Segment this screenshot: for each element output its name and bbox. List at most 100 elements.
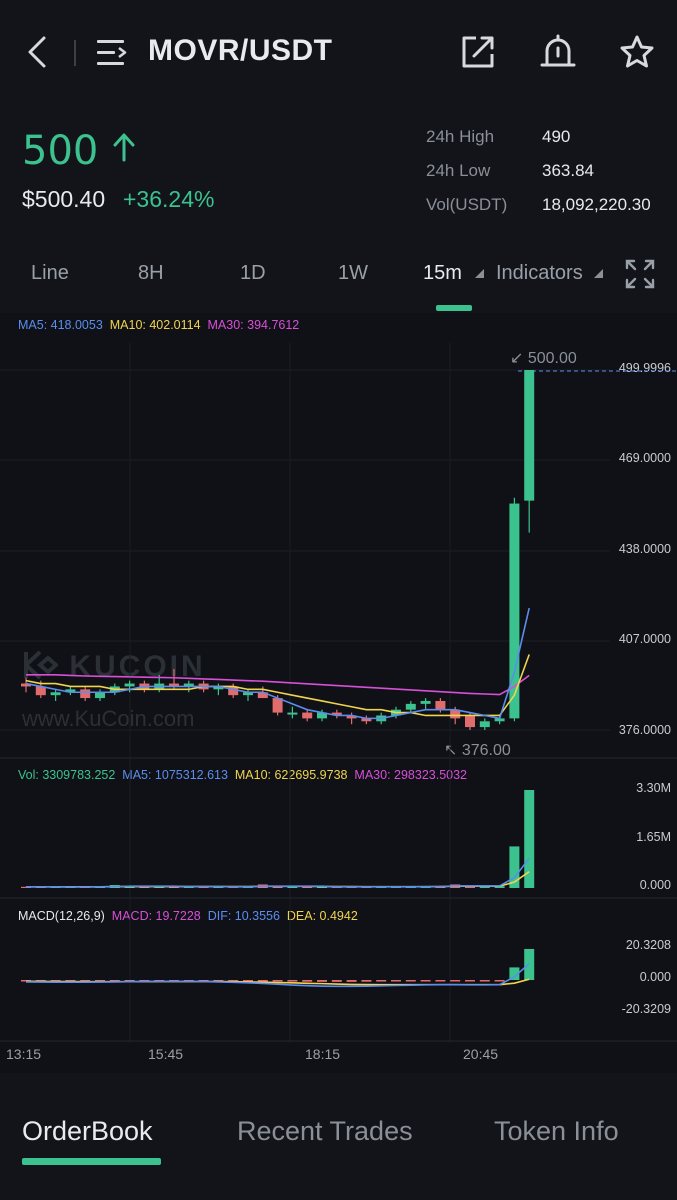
candlestick-chart[interactable] bbox=[0, 313, 677, 1073]
kucoin-logo-icon bbox=[24, 650, 60, 680]
expand-icon bbox=[625, 259, 655, 289]
macd-bar bbox=[302, 980, 313, 982]
pair-title[interactable]: MOVR/USDT bbox=[148, 34, 333, 67]
macd-axis-label: 0.000 bbox=[639, 970, 671, 984]
volume-bar bbox=[479, 886, 490, 888]
tab-1w[interactable]: 1W bbox=[338, 262, 368, 284]
price-alert-button[interactable] bbox=[539, 34, 577, 70]
macd-bar bbox=[80, 980, 91, 982]
macd-bar bbox=[65, 980, 76, 982]
volume-bar bbox=[213, 886, 224, 888]
macd-bar bbox=[124, 980, 135, 982]
candle-body bbox=[169, 683, 179, 687]
macd-value: MACD: 19.7228 bbox=[111, 909, 201, 923]
vol-label: Vol(USDT) bbox=[426, 195, 508, 214]
price-axis-label: 469.0000 bbox=[618, 451, 671, 465]
tab-line[interactable]: Line bbox=[31, 262, 69, 284]
alarm-icon bbox=[540, 34, 576, 67]
macd-bar bbox=[331, 980, 342, 982]
vol-axis-label: 0.000 bbox=[639, 878, 671, 892]
candle-body bbox=[494, 718, 505, 722]
macd-bar bbox=[228, 980, 239, 982]
candle-body bbox=[524, 370, 535, 501]
candle-body bbox=[450, 709, 461, 719]
macd-bar bbox=[465, 980, 475, 982]
max-price-value: 500.00 bbox=[527, 350, 577, 367]
usd-price: $500.40 bbox=[22, 186, 106, 212]
candle-body bbox=[331, 712, 342, 716]
macd-bar bbox=[109, 980, 120, 982]
candle-body bbox=[509, 503, 520, 719]
high-value: 490 bbox=[542, 127, 571, 146]
share-button[interactable] bbox=[460, 34, 496, 70]
menu-list-icon bbox=[97, 40, 127, 65]
candle-body bbox=[183, 683, 194, 687]
dropdown-triangle-icon bbox=[475, 269, 485, 278]
volume-bar bbox=[524, 790, 535, 888]
vol-ma30-legend: MA30: 298323.5032 bbox=[354, 768, 468, 782]
max-price-marker: ↙ 500.00 bbox=[510, 348, 577, 368]
macd-bar bbox=[450, 980, 461, 982]
vol-axis-label: 1.65M bbox=[636, 830, 671, 844]
tab-1d[interactable]: 1D bbox=[240, 262, 266, 284]
macd-bar bbox=[50, 980, 61, 982]
macd-bar bbox=[198, 980, 209, 982]
pair-menu-button[interactable] bbox=[94, 34, 130, 70]
macd-legend: MACD(12,26,9) MACD: 19.7228 DIF: 10.3556… bbox=[18, 909, 358, 923]
high-label: 24h High bbox=[426, 127, 495, 146]
tab-token-info[interactable]: Token Info bbox=[494, 1116, 619, 1146]
time-axis-label: 18:15 bbox=[305, 1046, 341, 1062]
price-change: +36.24% bbox=[123, 186, 215, 212]
candle-body bbox=[95, 692, 105, 699]
candle-body bbox=[65, 689, 76, 693]
candle-body bbox=[405, 703, 416, 710]
dea-value: DEA: 0.4942 bbox=[286, 909, 358, 923]
candle-body bbox=[272, 698, 283, 713]
tab-orderbook[interactable]: OrderBook bbox=[22, 1116, 153, 1146]
macd-axis-label: -20.3209 bbox=[621, 1002, 671, 1016]
macd-bar bbox=[243, 980, 253, 982]
vol-value: 18,092,220.30 bbox=[542, 195, 651, 214]
ma5-legend: MA5: 418.0053 bbox=[18, 318, 103, 332]
candle-body bbox=[361, 718, 372, 722]
ma10-legend: MA10: 402.0114 bbox=[109, 318, 201, 332]
share-icon bbox=[462, 36, 494, 68]
macd-title: MACD(12,26,9) bbox=[18, 909, 105, 923]
tab-15m[interactable]: 15m bbox=[423, 262, 485, 285]
candle-body bbox=[257, 692, 268, 699]
vol-ma10-legend: MA10: 622695.9738 bbox=[234, 768, 348, 782]
tab-active-underline bbox=[436, 305, 472, 311]
candle-body bbox=[213, 686, 224, 690]
fullscreen-button[interactable] bbox=[624, 258, 656, 290]
back-button[interactable] bbox=[20, 34, 56, 70]
macd-bar bbox=[272, 980, 283, 982]
candle-body bbox=[346, 715, 357, 719]
candle-body bbox=[287, 712, 298, 715]
candle-body bbox=[317, 712, 327, 719]
macd-bar bbox=[509, 967, 520, 980]
macd-bar bbox=[257, 980, 268, 982]
volume-bar bbox=[494, 886, 505, 888]
tab-8h[interactable]: 8H bbox=[138, 262, 164, 284]
macd-bar bbox=[213, 980, 224, 982]
volume-bar bbox=[317, 886, 327, 888]
macd-bar bbox=[139, 980, 150, 982]
low-label: 24h Low bbox=[426, 161, 491, 180]
candle-body bbox=[302, 712, 313, 719]
vol-ma5-legend: MA5: 1075312.613 bbox=[122, 768, 228, 782]
bottom-tab-underline bbox=[22, 1158, 161, 1165]
bottom-panel bbox=[0, 1082, 677, 1200]
min-price-value: 376.00 bbox=[461, 742, 511, 759]
volume-bar bbox=[139, 886, 150, 888]
favorite-button[interactable] bbox=[618, 34, 656, 70]
star-icon bbox=[620, 35, 654, 68]
volume-bar bbox=[465, 886, 475, 888]
vol-ma5-line bbox=[26, 857, 530, 888]
macd-bar bbox=[287, 980, 298, 982]
candle-body bbox=[243, 692, 253, 696]
arrow-down-left-icon: ↙ bbox=[510, 350, 524, 367]
macd-bar bbox=[376, 980, 387, 982]
tab-recent-trades[interactable]: Recent Trades bbox=[237, 1116, 413, 1146]
tab-indicators[interactable]: Indicators bbox=[496, 262, 604, 285]
macd-bar bbox=[435, 980, 446, 982]
